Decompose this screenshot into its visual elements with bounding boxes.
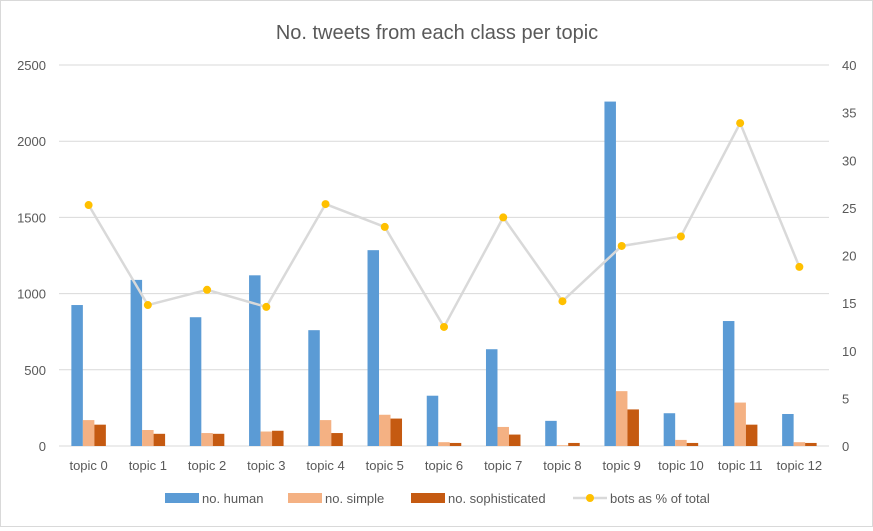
right-axis-tick-label: 5 bbox=[842, 391, 849, 406]
bar bbox=[438, 442, 450, 446]
line-point bbox=[143, 301, 152, 310]
right-axis-tick-label: 25 bbox=[842, 201, 856, 216]
right-axis-tick-label: 0 bbox=[842, 439, 849, 454]
bar bbox=[319, 420, 332, 446]
bar bbox=[308, 330, 320, 446]
right-axis-tick-label: 35 bbox=[842, 106, 856, 121]
legend-label: bots as % of total bbox=[610, 491, 710, 506]
bar bbox=[201, 433, 213, 446]
bar bbox=[615, 391, 628, 446]
left-axis-tick-label: 1500 bbox=[17, 210, 46, 225]
legend-label: no. simple bbox=[325, 491, 384, 506]
right-axis-tick-label: 15 bbox=[842, 296, 856, 311]
x-axis-tick-label: topic 7 bbox=[484, 458, 522, 473]
bar bbox=[331, 433, 343, 446]
line-series bbox=[84, 119, 804, 331]
bar bbox=[745, 424, 758, 446]
bar bbox=[249, 275, 261, 446]
left-axis-tick-label: 2500 bbox=[17, 58, 46, 73]
right-axis-tick-label: 40 bbox=[842, 58, 856, 73]
line-point bbox=[203, 285, 212, 294]
line-point bbox=[499, 213, 508, 222]
left-axis-tick-label: 0 bbox=[39, 439, 46, 454]
bar bbox=[449, 442, 462, 446]
bar bbox=[805, 442, 817, 446]
right-axis-tick-label: 10 bbox=[842, 344, 856, 359]
bar bbox=[94, 424, 106, 446]
bar bbox=[734, 402, 746, 446]
bar bbox=[545, 420, 557, 446]
line-point bbox=[736, 119, 745, 128]
bar bbox=[379, 414, 391, 446]
bar bbox=[390, 418, 403, 446]
line-path bbox=[87, 121, 801, 329]
line-point bbox=[676, 232, 685, 241]
chart-title: No. tweets from each class per topic bbox=[276, 22, 598, 44]
legend: no. human no. simple no. sophisticated bots… bbox=[165, 491, 710, 506]
bar bbox=[793, 442, 806, 446]
line-point bbox=[262, 302, 271, 311]
bar bbox=[426, 395, 439, 446]
x-axis-tick-label: topic 2 bbox=[188, 458, 226, 473]
bar bbox=[556, 445, 569, 446]
x-axis-tick-label: topic 4 bbox=[306, 458, 344, 473]
legend-marker bbox=[586, 494, 594, 502]
bar bbox=[568, 442, 580, 446]
bar bbox=[71, 305, 83, 446]
right-axis-tick-label: 30 bbox=[842, 153, 856, 168]
legend-label: no. human bbox=[202, 491, 263, 506]
bar bbox=[485, 349, 498, 446]
bar-series bbox=[71, 101, 817, 447]
legend-swatch bbox=[411, 493, 445, 503]
bar bbox=[189, 317, 202, 446]
bar bbox=[212, 433, 225, 446]
bar bbox=[367, 250, 380, 446]
x-axis-tick-label: topic 10 bbox=[658, 458, 704, 473]
bar bbox=[686, 442, 699, 446]
x-axis-tick-label: topic 6 bbox=[425, 458, 463, 473]
line-point bbox=[558, 297, 567, 306]
x-axis-tick-label: topic 12 bbox=[777, 458, 823, 473]
line-point bbox=[617, 241, 626, 250]
x-axis-tick-label: topic 5 bbox=[366, 458, 404, 473]
right-axis-ticks: 0 5 10 15 20 25 30 35 40 bbox=[842, 58, 856, 454]
bar bbox=[260, 431, 273, 446]
line-point bbox=[321, 200, 330, 209]
x-axis-tick-label: topic 9 bbox=[603, 458, 641, 473]
x-axis-tick-label: topic 3 bbox=[247, 458, 285, 473]
right-axis-tick-label: 20 bbox=[842, 249, 856, 264]
bar bbox=[142, 429, 154, 446]
bar bbox=[153, 433, 166, 446]
bar bbox=[604, 101, 616, 447]
line-point bbox=[380, 222, 389, 231]
bar bbox=[508, 434, 521, 446]
bar bbox=[272, 430, 284, 446]
left-axis-ticks: 0 500 1000 1500 2000 2500 bbox=[17, 58, 46, 454]
left-axis-tick-label: 500 bbox=[24, 363, 46, 378]
left-axis-tick-label: 2000 bbox=[17, 134, 46, 149]
x-axis-tick-label: topic 11 bbox=[718, 458, 763, 473]
legend-swatch bbox=[165, 493, 199, 503]
bar bbox=[130, 279, 143, 446]
x-axis-tick-label: topic 1 bbox=[129, 458, 167, 473]
x-axis-tick-label: topic 8 bbox=[543, 458, 581, 473]
bar bbox=[497, 426, 509, 446]
bar bbox=[722, 321, 735, 446]
legend-label: no. sophisticated bbox=[448, 491, 546, 506]
left-axis-tick-label: 1000 bbox=[17, 287, 46, 302]
bar bbox=[782, 413, 794, 446]
line-point bbox=[84, 201, 93, 210]
bar bbox=[627, 409, 639, 446]
bar bbox=[82, 420, 95, 446]
x-axis-tick-label: topic 0 bbox=[69, 458, 107, 473]
legend-swatch bbox=[288, 493, 322, 503]
bar bbox=[663, 413, 676, 446]
gridlines bbox=[59, 64, 829, 447]
x-axis-ticks: topic 0 topic 1 topic 2 topic 3 topic 4 topic… bbox=[69, 458, 822, 473]
line-point bbox=[440, 322, 448, 331]
line-point bbox=[795, 262, 804, 271]
bar bbox=[675, 439, 687, 446]
